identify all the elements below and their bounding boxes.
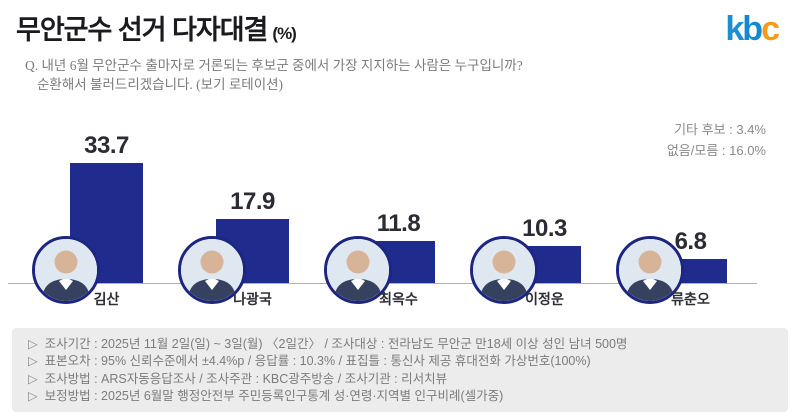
candidate-name-label: 김산 (93, 291, 120, 307)
triangle-bullet-icon: ▷ (28, 371, 38, 386)
logo-letter-c: c (761, 10, 780, 48)
triangle-bullet-icon: ▷ (28, 354, 38, 369)
candidate-name-label: 류춘오 (671, 291, 710, 307)
bar-value-label: 6.8 (674, 227, 707, 255)
candidate-photo (470, 236, 538, 304)
survey-question: Q. 내년 6월 무안군수 출마자로 거론되는 후보군 중에서 가장 지지하는 … (25, 56, 523, 94)
candidate-photo (324, 236, 392, 304)
page-title: 무안군수 선거 다자대결 (%) (16, 8, 297, 47)
bar-value-label: 33.7 (84, 131, 129, 159)
title-text: 무안군수 선거 다자대결 (16, 15, 268, 45)
triangle-bullet-icon: ▷ (28, 337, 38, 352)
candidate-name-label: 이정운 (525, 291, 564, 307)
person-silhouette-icon (619, 239, 681, 301)
bar-chart: 33.7 김산 17.9 나광국 11.8 최옥수 10.3 이정운 6.8 류춘오 (0, 100, 800, 328)
logo-letter-k: k (725, 10, 744, 48)
person-silhouette-icon (327, 239, 389, 301)
survey-info-line-weighting: ▷ 보정방법 : 2025년 6월말 행정안전부 주민등록인구통계 성·연령·지… (28, 388, 772, 404)
triangle-bullet-icon: ▷ (28, 388, 38, 403)
candidate-photo (616, 236, 684, 304)
survey-info-text: 표본오차 : 95% 신뢰수준에서 ±4.4%p / 응답률 : 10.3% /… (44, 354, 591, 369)
title-unit-suffix: (%) (272, 24, 296, 43)
none-dontknow-value: 없음/모름 : 16.0% (666, 143, 766, 158)
kbc-logo: kbc (725, 10, 780, 48)
bar-value-label: 11.8 (376, 209, 421, 237)
candidate-name-label: 최옥수 (379, 291, 418, 307)
survey-question-line1: Q. 내년 6월 무안군수 출마자로 거론되는 후보군 중에서 가장 지지하는 … (25, 58, 523, 73)
survey-info-line-error: ▷ 표본오차 : 95% 신뢰수준에서 ±4.4%p / 응답률 : 10.3%… (28, 353, 772, 369)
person-silhouette-icon (35, 239, 97, 301)
survey-info-text: 조사기간 : 2025년 11월 2일(일) ~ 3일(월) 〈2일간〉 / 조… (44, 337, 628, 352)
other-candidates-value: 기타 후보 : 3.4% (674, 122, 766, 137)
person-silhouette-icon (473, 239, 535, 301)
survey-methodology-box: ▷ 조사기간 : 2025년 11월 2일(일) ~ 3일(월) 〈2일간〉 /… (12, 328, 788, 412)
survey-info-line-period: ▷ 조사기간 : 2025년 11월 2일(일) ~ 3일(월) 〈2일간〉 /… (28, 336, 772, 352)
candidate-photo (32, 236, 100, 304)
survey-info-text: 조사방법 : ARS자동응답조사 / 조사주관 : KBC광주방송 / 조사기관… (44, 371, 448, 386)
logo-letter-b: b (742, 10, 763, 48)
person-silhouette-icon (181, 239, 243, 301)
bar-value-label: 17.9 (230, 188, 275, 216)
survey-question-line2: 순환해서 불러드리겠습니다. (보기 로테이션) (37, 77, 284, 92)
candidate-name-label: 나광국 (233, 291, 272, 307)
bar-value-label: 10.3 (522, 215, 567, 243)
survey-info-line-method: ▷ 조사방법 : ARS자동응답조사 / 조사주관 : KBC광주방송 / 조사… (28, 371, 772, 387)
survey-info-text: 보정방법 : 2025년 6월말 행정안전부 주민등록인구통계 성·연령·지역별… (44, 388, 504, 403)
other-responses-note: 기타 후보 : 3.4% 없음/모름 : 16.0% (667, 119, 766, 161)
candidate-photo (178, 236, 246, 304)
